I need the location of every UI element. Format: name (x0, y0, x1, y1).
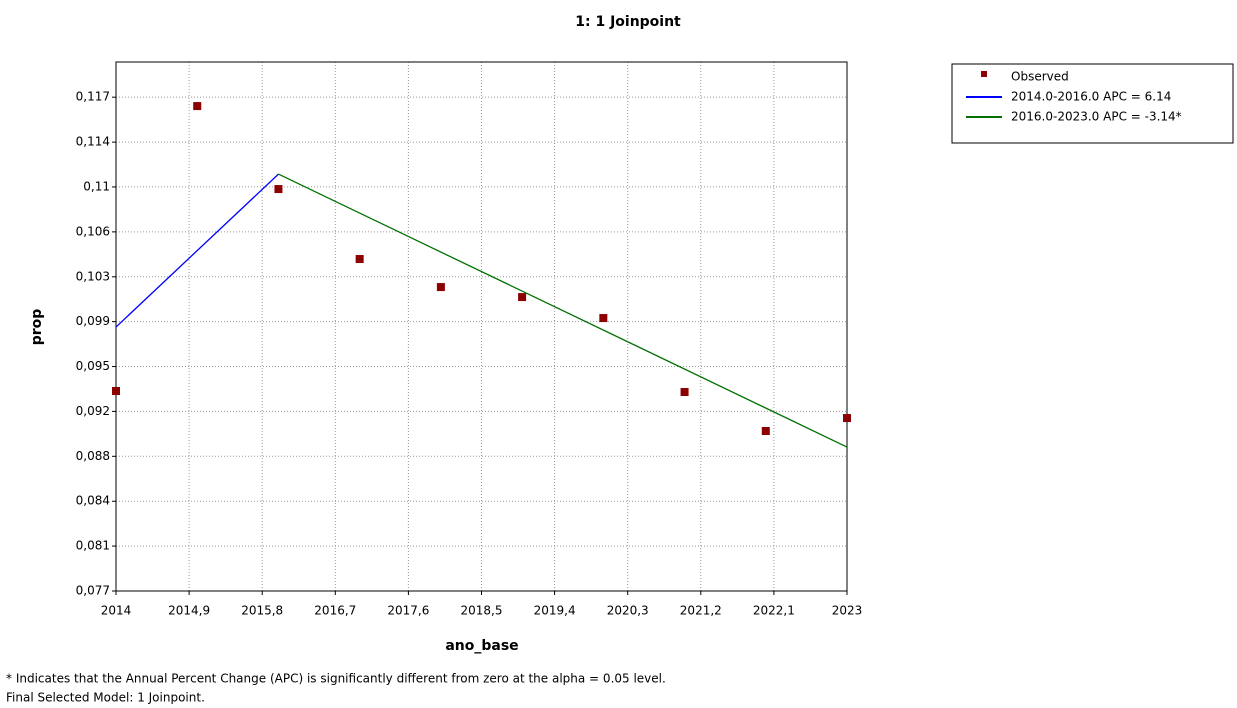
x-axis-title: ano_base (445, 638, 518, 654)
observed-point (112, 387, 120, 396)
x-tick-label: 2020,3 (607, 604, 649, 618)
y-tick-label: 0,095 (76, 359, 110, 373)
footnote: * Indicates that the Annual Percent Chan… (6, 672, 666, 686)
legend-label: 2016.0-2023.0 APC = -3.14* (1011, 110, 1182, 124)
observed-point (355, 255, 364, 264)
observed-point (599, 314, 608, 323)
y-tick-label: 0,11 (83, 179, 110, 193)
footnote: Final Selected Model: 1 Joinpoint. (6, 691, 205, 705)
x-tick-label: 2018,5 (461, 604, 503, 618)
fit-line (278, 173, 848, 448)
y-tick-label: 0,114 (76, 135, 110, 149)
x-tick-label: 2015,8 (241, 604, 283, 618)
x-tick-label: 2023 (832, 604, 863, 618)
fit-line (115, 173, 279, 328)
y-tick-label: 0,077 (76, 584, 110, 598)
observed-point (761, 427, 770, 436)
observed-point (680, 387, 689, 396)
chart-title: 1: 1 Joinpoint (575, 14, 681, 30)
x-tick-label: 2016,7 (314, 604, 356, 618)
x-tick-label: 2022,1 (753, 604, 795, 618)
observed-point (843, 414, 851, 423)
y-tick-label: 0,099 (76, 314, 110, 328)
y-tick-label: 0,117 (76, 90, 110, 104)
y-tick-label: 0,084 (76, 494, 110, 508)
legend-label: Observed (1011, 70, 1069, 84)
observed-point (436, 283, 445, 292)
x-tick-label: 2021,2 (680, 604, 722, 618)
y-tick-label: 0,088 (76, 449, 110, 463)
y-tick-label: 0,081 (76, 539, 110, 553)
legend-label: 2014.0-2016.0 APC = 6.14 (1011, 90, 1171, 104)
x-tick-label: 2019,4 (534, 604, 576, 618)
observed-point (193, 102, 202, 111)
y-axis-title: prop (29, 309, 45, 346)
observed-point (518, 293, 527, 302)
x-tick-label: 2014 (101, 604, 132, 618)
observed-point (274, 185, 283, 194)
y-tick-label: 0,103 (76, 269, 110, 283)
y-tick-label: 0,092 (76, 404, 110, 418)
x-tick-label: 2017,6 (387, 604, 429, 618)
y-tick-label: 0,106 (76, 224, 110, 238)
legend-box (951, 63, 1234, 144)
x-tick-label: 2014,9 (168, 604, 210, 618)
legend-marker (981, 71, 987, 77)
